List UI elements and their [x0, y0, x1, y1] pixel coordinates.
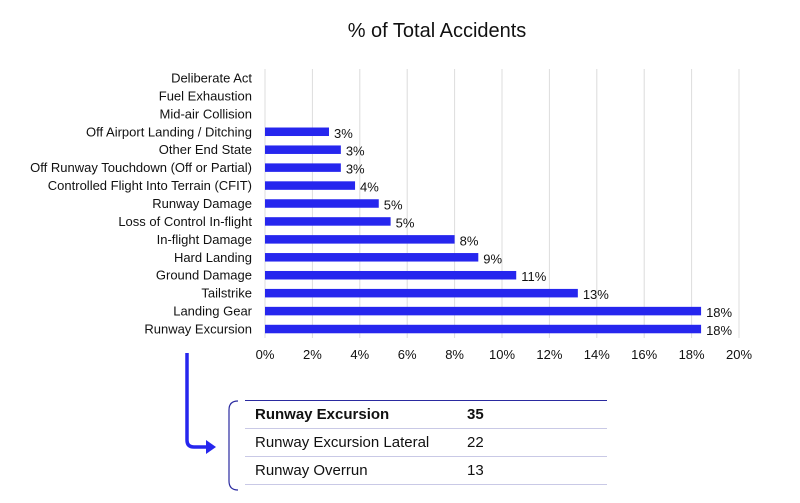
category-label: Runway Damage: [152, 196, 252, 211]
bar: [265, 217, 391, 226]
bar: [265, 199, 379, 208]
category-label: Other End State: [159, 142, 252, 157]
x-tick-label: 2%: [303, 347, 322, 362]
category-label: Controlled Flight Into Terrain (CFIT): [48, 178, 252, 193]
row-value: 35: [467, 406, 484, 423]
category-labels: Deliberate Act Fuel Exhaustion Mid-air Col…: [30, 70, 252, 336]
data-label: 18%: [706, 305, 732, 320]
bar: [265, 324, 702, 334]
category-label: Mid-air Collision: [160, 106, 252, 121]
bar: [265, 235, 455, 244]
row-label: Runway Excursion: [255, 406, 390, 423]
data-label: 11%: [521, 269, 546, 284]
category-label: Ground Damage: [156, 268, 252, 283]
category-label: Loss of Control In-flight: [118, 214, 252, 229]
x-tick-label: 4%: [350, 347, 369, 362]
bar: [265, 253, 479, 262]
x-tick-label: 6%: [398, 347, 417, 362]
data-labels: 3% 3% 3% 4% 5% 5% 8% 9% 11% 13% 18% 18%: [334, 126, 733, 338]
table-row: Runway Excursion Lateral 22: [245, 429, 607, 457]
data-label: 3%: [346, 144, 365, 159]
bar: [265, 163, 341, 172]
category-label: In-flight Damage: [157, 232, 252, 247]
bar: [265, 306, 702, 316]
category-label: Runway Excursion: [144, 322, 252, 337]
category-label: Tailstrike: [201, 286, 252, 301]
data-label: 13%: [583, 287, 609, 302]
drill-down-arrow: [185, 353, 216, 454]
bars: [265, 127, 702, 334]
arrow-shaft: [185, 353, 206, 449]
x-tick-label: 8%: [445, 347, 464, 362]
row-label: Runway Excursion Lateral: [255, 434, 430, 451]
data-label: 3%: [346, 162, 365, 177]
category-label: Deliberate Act: [171, 70, 252, 85]
row-value: 22: [467, 434, 484, 451]
data-label: 5%: [384, 198, 403, 213]
data-label: 3%: [334, 126, 353, 141]
x-tick-label: 12%: [536, 347, 562, 362]
breakdown-table: Runway Excursion 35 Runway Excursion Lat…: [245, 400, 607, 485]
category-label: Off Airport Landing / Ditching: [86, 124, 252, 139]
arrow-head: [206, 440, 216, 454]
table-row: Runway Overrun 13: [245, 457, 607, 485]
bar: [265, 127, 329, 137]
category-label: Hard Landing: [174, 250, 252, 265]
x-tick-labels: 0% 2% 4% 6% 8% 10% 12% 14% 16% 18% 20%: [256, 347, 753, 362]
table-bracket: [228, 400, 239, 491]
category-label: Fuel Exhaustion: [159, 88, 252, 103]
x-tick-label: 20%: [726, 347, 752, 362]
bar: [265, 270, 517, 280]
row-value: 13: [467, 462, 484, 479]
x-tick-label: 16%: [631, 347, 657, 362]
x-tick-label: 0%: [256, 347, 275, 362]
chart-title: % of Total Accidents: [347, 20, 527, 42]
bar: [265, 181, 356, 190]
data-label: 9%: [483, 251, 502, 266]
x-tick-label: 18%: [679, 347, 705, 362]
data-label: 5%: [396, 215, 415, 230]
category-label: Off Runway Touchdown (Off or Partial): [30, 160, 252, 175]
x-tick-label: 10%: [489, 347, 515, 362]
table-row: Runway Excursion 35: [245, 400, 607, 429]
data-label: 4%: [360, 180, 379, 195]
data-label: 18%: [706, 323, 732, 338]
bar: [265, 145, 341, 154]
bar: [265, 288, 578, 298]
x-tick-label: 14%: [584, 347, 610, 362]
category-label: Landing Gear: [173, 304, 252, 319]
row-label: Runway Overrun: [255, 462, 368, 479]
data-label: 8%: [460, 233, 479, 248]
